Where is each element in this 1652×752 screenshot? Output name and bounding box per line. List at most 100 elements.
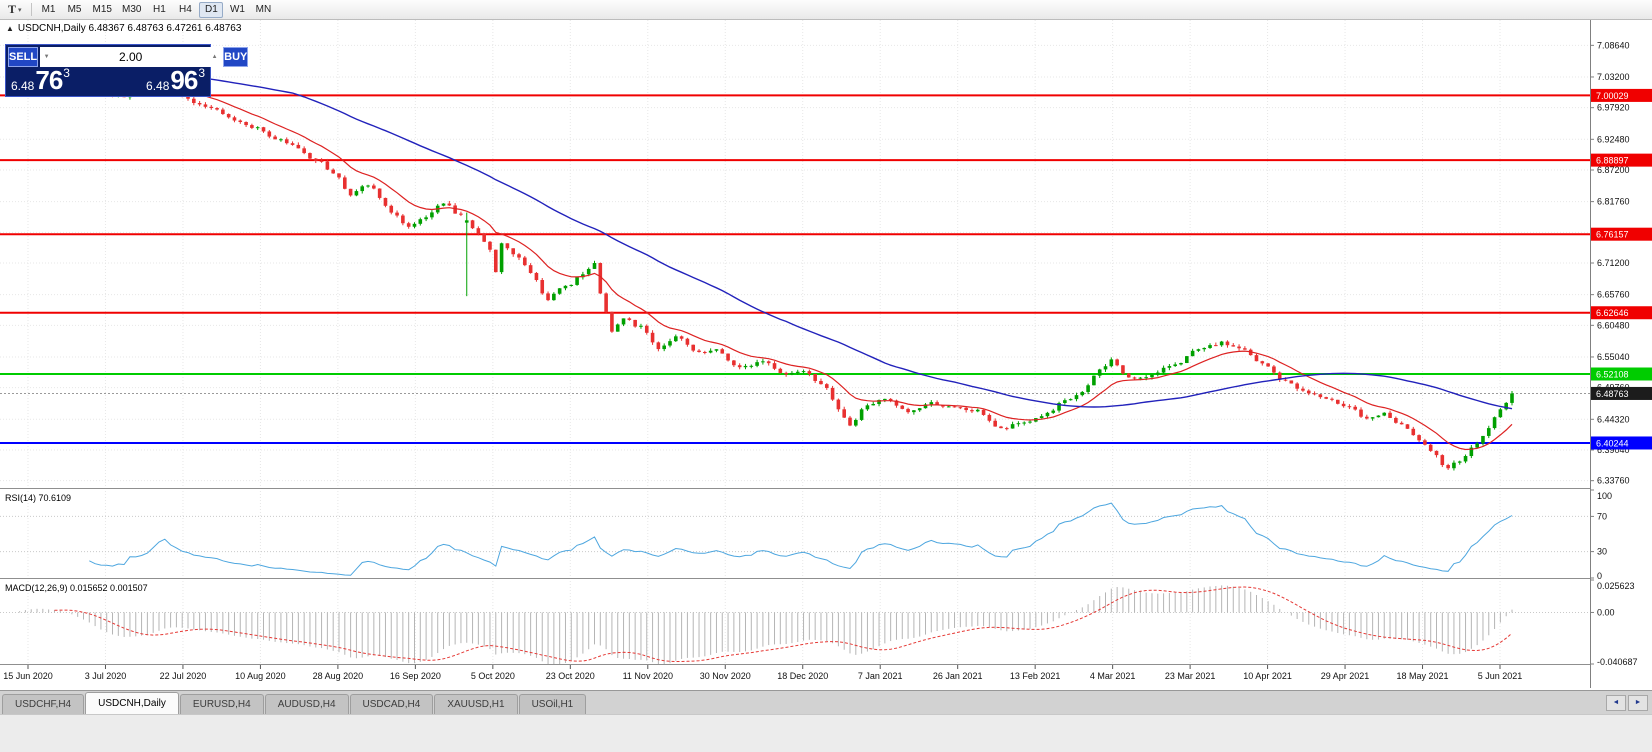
rsi-panel (0, 515, 1590, 553)
svg-text:6.44320: 6.44320 (1597, 414, 1630, 424)
svg-text:28 Aug 2020: 28 Aug 2020 (313, 671, 364, 681)
volume-stepper: ▼ ▲ (40, 47, 222, 67)
toolbar: T ▾ M1 M5 M15 M30 H1 H4 D1 W1 MN (0, 0, 1652, 20)
timeframe-m5[interactable]: M5 (63, 2, 87, 18)
timeframe-mn[interactable]: MN (251, 2, 275, 18)
svg-text:70: 70 (1597, 511, 1607, 521)
one-click-trading-panel: SELL ▼ ▲ BUY 6.48 76 3 6.48 96 3 (5, 44, 249, 97)
timeframe-d1[interactable]: D1 (199, 1, 224, 18)
tab-audusd-h4[interactable]: AUDUSD,H4 (264, 694, 349, 714)
svg-text:29 Apr 2021: 29 Apr 2021 (1321, 671, 1370, 681)
panel-separators (0, 488, 1652, 665)
buy-price-prefix: 6.48 (146, 79, 170, 93)
candles (6, 46, 1514, 471)
svg-text:6.55040: 6.55040 (1597, 352, 1630, 362)
svg-text:23 Mar 2021: 23 Mar 2021 (1165, 671, 1216, 681)
svg-text:6.52108: 6.52108 (1596, 370, 1629, 380)
svg-text:7 Jan 2021: 7 Jan 2021 (858, 671, 903, 681)
tab-scroll-buttons: ◄ ► (1606, 694, 1650, 711)
svg-text:6.33760: 6.33760 (1597, 476, 1630, 486)
svg-text:6.48763: 6.48763 (1596, 389, 1629, 399)
svg-text:6.97920: 6.97920 (1597, 103, 1630, 113)
volume-input[interactable] (53, 49, 209, 65)
rsi-line (89, 502, 1513, 576)
chart-tab-bar: USDCHF,H4 USDCNH,Daily EURUSD,H4 AUDUSD,… (0, 690, 1652, 714)
svg-text:7.03200: 7.03200 (1597, 72, 1630, 82)
buy-price-big: 96 (170, 65, 198, 95)
svg-text:18 Dec 2020: 18 Dec 2020 (777, 671, 828, 681)
tab-usdchf-h4[interactable]: USDCHF,H4 (2, 694, 85, 714)
svg-text:6.62646: 6.62646 (1596, 308, 1629, 318)
macd-signal (54, 586, 1513, 662)
svg-text:0.00: 0.00 (1597, 607, 1615, 617)
price-tags: 7.00029 6.88897 6.76157 6.62646 6.52108 6.402… (1591, 88, 1652, 450)
sell-price-big: 76 (35, 65, 63, 95)
svg-text:6.65760: 6.65760 (1597, 290, 1630, 300)
sell-price-point: 3 (63, 66, 70, 80)
timeframe-h4[interactable]: H4 (173, 2, 197, 18)
timeframe-m1[interactable]: M1 (37, 2, 61, 18)
svg-text:11 Nov 2020: 11 Nov 2020 (623, 671, 673, 681)
svg-text:6.81760: 6.81760 (1597, 197, 1630, 207)
one-click-toggle-icon[interactable]: ▲ (6, 24, 14, 33)
svg-text:5 Jun 2021: 5 Jun 2021 (1478, 671, 1523, 681)
svg-text:6.92480: 6.92480 (1597, 134, 1630, 144)
sell-price-prefix: 6.48 (11, 79, 35, 93)
svg-text:6.88897: 6.88897 (1596, 156, 1629, 166)
tab-usoil-h1[interactable]: USOil,H1 (518, 694, 587, 714)
price-axis: 7.08640 7.03200 6.97920 6.92480 6.87200 6.817… (1590, 20, 1652, 690)
macd-histogram (19, 585, 1513, 664)
svg-text:7.08640: 7.08640 (1597, 40, 1630, 50)
timeframe-m15[interactable]: M15 (89, 2, 116, 18)
rsi-label: RSI(14) 70.6109 (5, 493, 72, 503)
svg-text:100: 100 (1597, 491, 1612, 501)
tab-eurusd-h4[interactable]: EURUSD,H4 (179, 694, 264, 714)
buy-price-point: 3 (198, 66, 205, 80)
svg-text:6.76157: 6.76157 (1596, 230, 1629, 240)
svg-text:6.39040: 6.39040 (1597, 445, 1630, 455)
svg-text:6.71200: 6.71200 (1597, 258, 1630, 268)
one-click-buttons-row: SELL ▼ ▲ BUY (8, 47, 249, 67)
svg-text:10 Apr 2021: 10 Apr 2021 (1243, 671, 1292, 681)
chart-grid (0, 20, 1590, 664)
macd-label: MACD(12,26,9) 0.015652 0.001507 (5, 583, 148, 593)
svg-text:3 Jul 2020: 3 Jul 2020 (85, 671, 127, 681)
svg-text:15 Jun 2020: 15 Jun 2020 (3, 671, 53, 681)
tab-xauusd-h1[interactable]: XAUUSD,H1 (434, 694, 518, 714)
svg-text:6.87200: 6.87200 (1597, 165, 1630, 175)
svg-text:-0.040687: -0.040687 (1597, 657, 1638, 667)
svg-text:0.025623: 0.025623 (1597, 581, 1635, 591)
ohlc-text: USDCNH,Daily 6.48367 6.48763 6.47261 6.4… (17, 23, 242, 34)
price-chart[interactable]: 7.08640 7.03200 6.97920 6.92480 6.87200 6.817… (0, 20, 1652, 690)
svg-text:5 Oct 2020: 5 Oct 2020 (471, 671, 515, 681)
buy-price: 6.48 96 3 (146, 67, 205, 93)
bottom-filler (0, 714, 1652, 752)
tab-scroll-left-button[interactable]: ◄ (1606, 694, 1626, 711)
text-tool-button[interactable]: T ▾ (3, 2, 27, 18)
date-axis: 15 Jun 2020 3 Jul 2020 22 Jul 2020 10 Aug 2… (3, 665, 1522, 681)
svg-text:10 Aug 2020: 10 Aug 2020 (235, 671, 286, 681)
timeframe-h1[interactable]: H1 (147, 2, 171, 18)
text-tool-icon: T (8, 2, 17, 16)
chart-window: 7.08640 7.03200 6.97920 6.92480 6.87200 6.817… (0, 20, 1652, 690)
chart-ohlc-header: ▲ USDCNH,Daily 6.48367 6.48763 6.47261 6… (6, 23, 241, 34)
horizontal-lines (0, 94, 1590, 444)
timeframe-w1[interactable]: W1 (225, 2, 249, 18)
svg-text:0: 0 (1597, 571, 1602, 581)
svg-text:23 Oct 2020: 23 Oct 2020 (546, 671, 595, 681)
svg-text:6.60480: 6.60480 (1597, 320, 1630, 330)
chevron-down-icon: ▾ (18, 6, 22, 14)
svg-text:18 May 2021: 18 May 2021 (1397, 671, 1449, 681)
timeframe-m30[interactable]: M30 (118, 2, 145, 18)
sell-price: 6.48 76 3 (11, 67, 70, 93)
sell-button[interactable]: SELL (8, 47, 39, 67)
volume-decrease-button[interactable]: ▼ (43, 54, 50, 60)
svg-text:13 Feb 2021: 13 Feb 2021 (1010, 671, 1061, 681)
svg-text:30 Nov 2020: 30 Nov 2020 (700, 671, 751, 681)
tab-usdcad-h4[interactable]: USDCAD,H4 (349, 694, 434, 714)
tab-usdcnh-daily[interactable]: USDCNH,Daily (85, 692, 179, 714)
volume-increase-button[interactable]: ▲ (211, 54, 218, 60)
buy-button[interactable]: BUY (223, 47, 249, 67)
tab-scroll-right-button[interactable]: ► (1628, 694, 1648, 711)
